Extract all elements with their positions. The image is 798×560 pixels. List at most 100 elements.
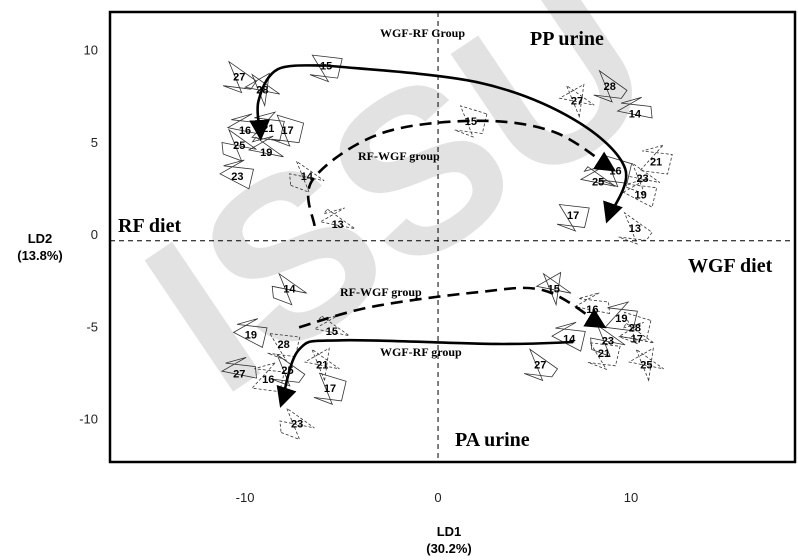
trajectory-line xyxy=(276,338,574,408)
point-label: 17 xyxy=(324,383,336,395)
point-label: 27 xyxy=(534,359,546,371)
y-tick-label: -10 xyxy=(79,412,98,427)
group-polygon xyxy=(267,333,301,361)
group-polygon xyxy=(639,144,673,175)
point-label: 17 xyxy=(631,333,643,345)
group-polygon xyxy=(221,128,257,162)
point-label: 13 xyxy=(332,219,344,231)
group-polygon xyxy=(616,96,653,119)
group-polygon xyxy=(313,372,347,405)
wgf-rf-top-label: WGF-RF Group xyxy=(380,26,465,40)
point-label: 27 xyxy=(233,72,245,84)
group-polygon xyxy=(551,321,586,352)
trajectory-line xyxy=(298,286,607,329)
point-label: 25 xyxy=(592,177,604,189)
group-polygon xyxy=(271,272,307,306)
group-polygon xyxy=(279,407,315,441)
x-axis-percent: (30.2%) xyxy=(426,541,472,556)
group-polygon xyxy=(587,342,621,371)
group-polygon xyxy=(604,301,638,332)
watermark: ISSU xyxy=(104,0,693,441)
pp-urine-label: PP urine xyxy=(530,28,604,50)
group-polygon xyxy=(579,165,616,187)
wgf-rf-bottom-label: WGF-RF group xyxy=(380,345,462,359)
trajectories xyxy=(249,64,628,408)
point-label: 21 xyxy=(316,359,328,371)
trajectory-line xyxy=(325,64,628,224)
point-label: 21 xyxy=(650,156,662,168)
group-polygon xyxy=(303,347,340,382)
point-label: 23 xyxy=(231,171,243,183)
point-label: 15 xyxy=(465,116,477,128)
point-label: 14 xyxy=(301,171,314,183)
group-polygon xyxy=(524,348,559,382)
x-tick-label: 0 xyxy=(434,490,441,505)
point-label: 15 xyxy=(548,284,560,296)
point-label: 28 xyxy=(629,322,641,334)
group-polygon xyxy=(251,362,285,393)
x-tick-label: -10 xyxy=(236,490,255,505)
y-tick-label: 5 xyxy=(91,135,98,150)
point-label: 17 xyxy=(567,210,579,222)
point-label: 13 xyxy=(629,223,641,235)
group-polygon xyxy=(271,353,306,387)
point-label: 19 xyxy=(615,313,627,325)
point-label: 16 xyxy=(262,374,274,386)
group-polygon xyxy=(618,311,652,345)
point-label: 16 xyxy=(586,304,598,316)
group-polygon xyxy=(556,204,590,232)
group-polygon xyxy=(319,207,356,230)
point-label: 21 xyxy=(262,123,274,135)
group-polygon xyxy=(219,159,254,190)
point-label: 17 xyxy=(281,125,293,137)
point-label: 23 xyxy=(602,335,614,347)
point-label: 19 xyxy=(260,147,272,159)
group-polygon xyxy=(309,54,343,83)
group-polygon xyxy=(628,347,664,382)
point-label: 23 xyxy=(636,173,648,185)
pa-urine-label: PA urine xyxy=(455,429,530,451)
wgf-diet-label: WGF diet xyxy=(688,255,773,277)
group-polygon xyxy=(313,314,350,337)
point-label: 28 xyxy=(256,84,268,96)
point-label: 21 xyxy=(598,348,610,360)
rf-wgf-top-label: RF-WGF group xyxy=(358,149,440,163)
point-label: 15 xyxy=(326,326,338,338)
group-polygon xyxy=(618,211,653,245)
trajectory-line xyxy=(306,119,617,227)
rf-wgf-bottom-label: RF-WGF group xyxy=(340,285,422,299)
y-tick-label: 0 xyxy=(91,227,98,242)
x-tick-label: 10 xyxy=(624,490,638,505)
point-label: 28 xyxy=(278,339,290,351)
y-tick-label: 10 xyxy=(84,43,98,58)
y-axis-percent: (13.8%) xyxy=(17,248,63,263)
trajectory-line xyxy=(249,64,327,141)
group-polygon xyxy=(289,160,325,193)
group-polygon xyxy=(558,83,595,119)
point-label: 25 xyxy=(233,140,245,152)
point-label: 14 xyxy=(563,333,576,345)
group-polygon xyxy=(624,161,661,195)
rf-diet-label: RF diet xyxy=(118,215,181,237)
point-label: 16 xyxy=(239,125,251,137)
plot-frame xyxy=(108,10,797,464)
group-polygon xyxy=(573,292,611,314)
point-label: 28 xyxy=(604,81,616,93)
y-ticks: -10 -5 0 5 10 xyxy=(79,43,98,427)
point-label: 19 xyxy=(245,330,257,342)
point-label: 19 xyxy=(635,190,647,202)
point-label: 15 xyxy=(320,60,332,72)
group-polygon xyxy=(593,69,628,103)
group-polygon xyxy=(454,105,488,138)
x-axis-label: LD1 xyxy=(437,524,462,539)
point-label: 27 xyxy=(571,96,583,108)
point-label: 25 xyxy=(640,359,652,371)
point-label: 16 xyxy=(609,166,621,178)
point-label: 27 xyxy=(233,368,245,380)
group-polygon xyxy=(618,321,655,344)
point-label: 23 xyxy=(291,418,303,430)
group-polygon xyxy=(271,114,305,147)
y-tick-label: -5 xyxy=(86,319,98,334)
